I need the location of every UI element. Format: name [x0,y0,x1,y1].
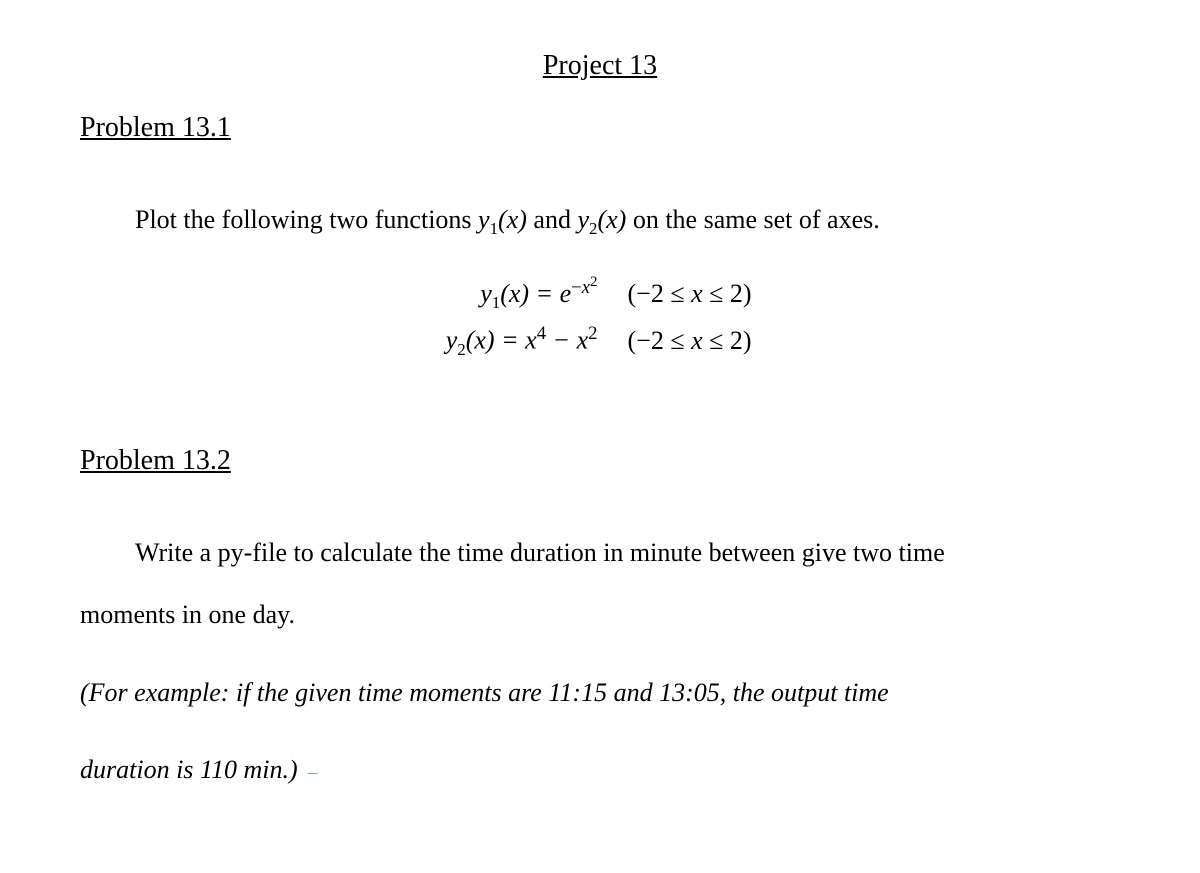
eq1-lhs: y1(x) = e−x2 [393,269,598,318]
eq2-mid: − x [546,326,588,355]
problem-2-line1: Write a py-file to calculate the time du… [135,522,1120,584]
y2-var: y [577,205,589,234]
y1-var: y [478,205,490,234]
eq1-exp-var: x [582,277,590,298]
intro-suffix: on the same set of axes. [626,205,879,234]
y1-sub: 1 [490,219,498,238]
equation-row-2: y2(x) = x4 − x2 (−2 ≤ x ≤ 2) [80,318,1120,365]
eq2-interval: (−2 ≤ x ≤ 2) [628,319,808,363]
eq2-func: y [446,326,458,355]
eq1-func-sub: 1 [492,293,500,312]
intro-prefix: Plot the following two functions [135,205,478,234]
document-title: Project 13 [80,50,1120,82]
example-line2-text: duration is 110 min.) [80,755,298,784]
cursor-icon: – [308,761,318,783]
equation-block: y1(x) = e−x2 (−2 ≤ x ≤ 2) y2(x) = x4 − x… [80,269,1120,364]
eq2-lhs: y2(x) = x4 − x2 [393,318,598,365]
eq1-exp-minus: − [571,277,582,298]
y1-arg: (x) [498,205,527,234]
eq2-func-sub: 2 [457,340,465,359]
equation-row-1: y1(x) = e−x2 (−2 ≤ x ≤ 2) [80,269,1120,318]
problem-1-intro: Plot the following two functions y1(x) a… [135,189,1120,251]
problem-1-heading: Problem 13.1 [80,112,1120,144]
problem-2-heading: Problem 13.2 [80,445,1120,477]
eq1-exp-pow: 2 [590,273,597,289]
eq1-arg: (x) = e [500,279,571,308]
eq2-lhs-rest: (x) = x [466,326,537,355]
eq2-pow1: 4 [537,323,546,344]
problem-2-line2: moments in one day. [80,584,1120,646]
eq1-exp: −x2 [571,277,597,298]
eq2-pow2: 2 [588,323,597,344]
eq1-interval: (−2 ≤ x ≤ 2) [628,272,808,316]
problem-2-example-line1: (For example: if the given time moments … [80,662,1120,724]
problem-2-example-line2: duration is 110 min.)– [80,739,1120,801]
eq1-func: y [480,279,492,308]
intro-conj: and [527,205,578,234]
y2-arg: (x) [597,205,626,234]
